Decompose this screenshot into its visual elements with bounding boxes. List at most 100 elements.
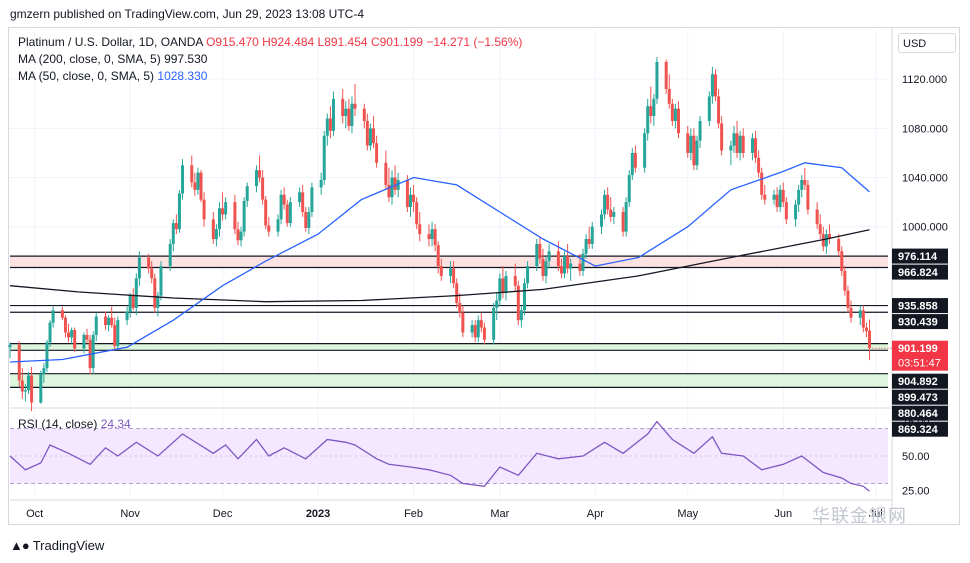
candle-body [578,263,582,271]
tradingview-logo[interactable]: ▲● TradingView [10,538,104,553]
candle-body [177,193,181,230]
candle-body [193,182,197,190]
candle-body [384,162,388,185]
candle-body [282,194,286,205]
candle-body [621,211,625,232]
x-tick-label: Dec [213,508,233,520]
candle-body [26,375,30,391]
candle-body [643,133,647,168]
candle-body [298,192,302,203]
legend-row-ma200: MA (200, close, 0, SMA, 5) 997.530 [18,52,207,66]
candle-body [245,186,249,201]
candle-body [556,251,560,267]
candle-body [224,202,228,215]
candle-body [319,180,323,188]
candle-body [94,316,98,335]
candle-body [673,108,677,121]
candle-body [439,266,443,276]
candle-body [538,243,542,259]
level-badge [892,298,948,314]
candle-body [267,225,271,232]
candle-body [70,330,74,338]
legend-row-ma50: MA (50, close, 0, SMA, 5) 1028.330 [18,69,207,83]
candle-body [566,256,570,269]
x-tick-label: Jun [774,508,792,520]
candle-body [603,194,607,215]
candle-body [67,332,71,338]
rsi-tick-label: 25.00 [902,485,930,497]
candle-body [612,211,616,217]
candle-body [646,106,650,134]
candle-body [23,390,27,392]
candle-body [418,224,422,235]
ma200-line [9,229,870,303]
y-tick-label: 1080.000 [902,123,948,135]
axes: Oct Nov Dec 2023 Feb Mar Apr May Jun Jul 1120.000 1… [26,74,948,520]
currency-button[interactable]: USD [898,33,956,53]
candle-body [843,270,847,291]
candle-body [750,138,754,153]
candle-body [159,266,163,296]
level-value: 930.439 [898,317,938,329]
candle-body [353,103,357,109]
candle-body [846,290,850,308]
x-tick-label: Feb [404,508,423,520]
candle-body [137,257,141,279]
candle-body [781,189,785,203]
candle-body [754,138,758,158]
candle-body [837,239,841,252]
candle-body [116,320,120,346]
candle-body [147,257,151,269]
candle-body [202,199,206,220]
candle-body [436,245,440,267]
candle-body [717,96,721,124]
candle-body [815,209,819,225]
legend-open: O915.470 [206,35,259,49]
candle-body [390,177,394,198]
candle-body [627,175,631,203]
level-value: 899.473 [898,392,938,404]
zone-red [10,256,888,268]
candle-body [82,334,86,349]
legend-change: −14.271 (−1.56%) [426,35,523,49]
zone-green [10,373,888,388]
candle-body [479,320,483,328]
candle-body [849,307,853,318]
candle-body [264,199,268,226]
candle-body [214,229,218,240]
candle-body [587,239,591,244]
level-value: 976.114 [898,251,938,263]
candle-body [85,334,89,340]
candle-body [868,330,872,349]
candle-body [396,180,400,190]
candle-body [584,239,588,254]
legend-ma200-value: 997.530 [164,52,208,66]
candle-body [375,143,379,163]
legend-high: H924.484 [262,35,315,49]
level-badge [892,389,948,405]
candle-body [107,317,111,326]
candle-body [433,229,437,246]
candle-body [131,295,135,308]
candle-body [199,172,203,200]
level-badge [892,405,948,421]
candle-body [217,208,221,230]
candle-body [547,251,551,262]
candle-body [729,145,733,151]
candle-body [110,317,114,326]
x-tick-label: Mar [490,508,509,520]
rsi-line [9,420,870,492]
candle-body [794,204,798,220]
level-badge [892,314,948,330]
candle-body [861,310,865,328]
candle-body [569,263,573,269]
rsi-pane [9,420,888,492]
candle-body [279,194,283,220]
candle-body [171,223,175,244]
watermark: 华联金银网 [812,506,907,526]
x-tick-label: Apr [587,508,604,520]
candle-body [128,295,132,312]
candle-body [39,374,43,403]
candle-body [125,311,129,321]
